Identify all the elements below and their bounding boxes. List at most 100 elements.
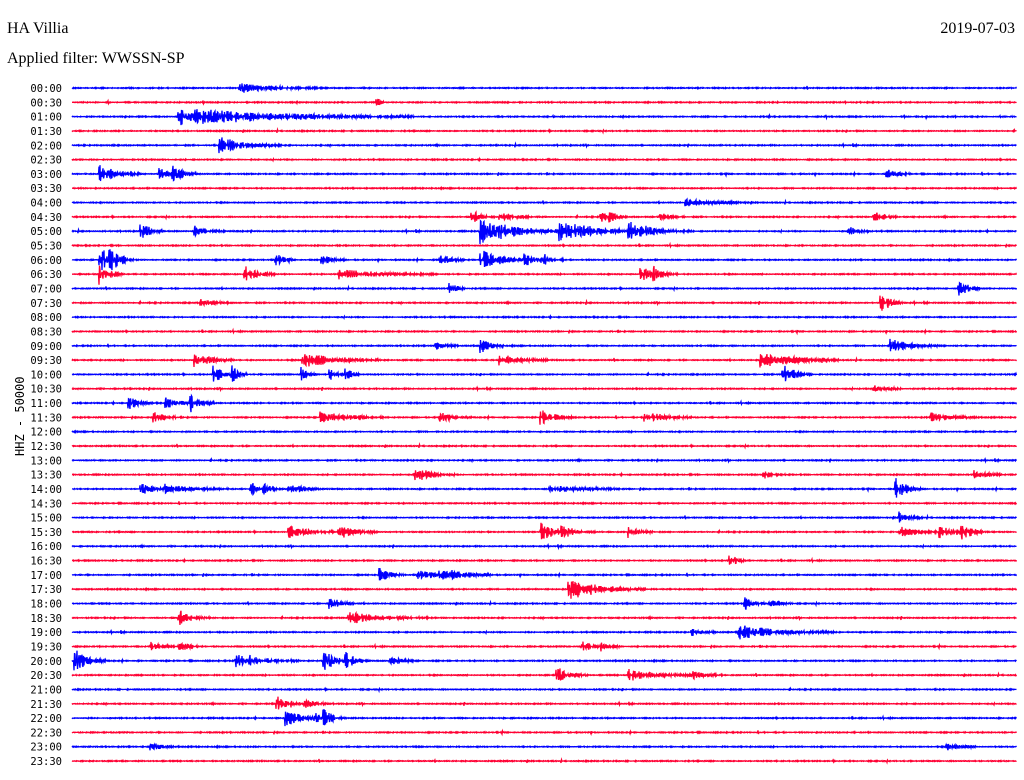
trace-row-0700 <box>71 281 1018 296</box>
trace-row-1130 <box>71 410 1017 425</box>
time-label: 05:00 <box>30 226 62 238</box>
trace-row-0300 <box>71 165 1017 182</box>
time-label: 03:00 <box>30 169 62 181</box>
trace-row-1800 <box>71 597 1018 610</box>
time-label: 09:30 <box>30 355 62 367</box>
trace-row-0900 <box>71 338 1017 354</box>
trace-row-0600 <box>71 249 1018 271</box>
trace-row-0000 <box>71 83 1018 93</box>
time-label: 15:00 <box>30 513 62 525</box>
time-label: 23:30 <box>30 756 62 768</box>
trace-row-1300 <box>71 456 1018 464</box>
time-label: 18:00 <box>30 599 62 611</box>
time-label: 07:00 <box>30 283 62 295</box>
filter-label-text: Applied filter: <box>7 50 99 67</box>
station-title: HA Villia <box>7 20 69 37</box>
trace-row-2230 <box>71 728 1018 737</box>
time-label: 09:00 <box>30 341 62 353</box>
trace-row-0230 <box>71 156 1018 163</box>
time-label: 21:30 <box>30 699 62 711</box>
time-label: 13:30 <box>30 470 62 482</box>
trace-row-0030 <box>72 98 1017 106</box>
time-label: 04:30 <box>30 212 62 224</box>
time-label: 15:30 <box>30 527 62 539</box>
trace-row-1900 <box>71 625 1017 640</box>
time-label: 12:00 <box>30 427 62 439</box>
trace-row-1700 <box>71 567 1018 581</box>
trace-row-1100 <box>71 393 1018 413</box>
time-label: 12:30 <box>30 441 62 453</box>
time-label: 14:00 <box>30 484 62 496</box>
trace-row-0500 <box>71 219 1017 245</box>
time-label: 13:00 <box>30 455 62 467</box>
trace-row-2030 <box>71 668 1018 681</box>
time-label: 17:00 <box>30 570 62 582</box>
date-label: 2019-07-03 <box>940 20 1015 37</box>
time-label: 16:30 <box>30 556 62 568</box>
trace-row-2330 <box>71 757 1017 765</box>
trace-row-1430 <box>71 501 1018 506</box>
trace-row-0800 <box>71 313 1018 321</box>
trace-row-0400 <box>71 197 1017 207</box>
trace-row-1730 <box>71 581 1018 599</box>
time-label: 08:30 <box>30 326 62 338</box>
time-label: 21:00 <box>30 684 62 696</box>
trace-row-1000 <box>71 365 1018 382</box>
time-label: 18:30 <box>30 613 62 625</box>
time-label: 22:30 <box>30 727 62 739</box>
trace-row-1200 <box>71 429 1018 435</box>
trace-row-2300 <box>71 742 1017 751</box>
time-label: 05:30 <box>30 241 62 253</box>
trace-row-1530 <box>71 522 1017 540</box>
trace-row-1600 <box>71 542 1017 551</box>
filter-value: WWSSN-SP <box>101 50 185 67</box>
time-label: 11:30 <box>30 412 62 424</box>
trace-row-0530 <box>71 241 1018 249</box>
time-label: 06:30 <box>30 269 62 281</box>
trace-row-2130 <box>71 696 1017 710</box>
trace-row-0430 <box>71 210 1017 223</box>
time-label: 02:00 <box>30 140 62 152</box>
trace-row-1330 <box>71 470 1018 481</box>
trace-row-0330 <box>72 185 1018 191</box>
time-label: 07:30 <box>30 298 62 310</box>
time-label: 06:00 <box>30 255 62 267</box>
trace-row-1030 <box>71 384 1018 393</box>
time-label: 04:00 <box>30 198 62 210</box>
time-label: 23:00 <box>30 742 62 754</box>
trace-row-1400 <box>71 478 1017 498</box>
trace-row-1830 <box>71 610 1017 625</box>
filter-label: Applied filter: WWSSN-SP <box>7 50 185 68</box>
time-label: 20:00 <box>30 656 62 668</box>
time-label: 03:30 <box>30 183 62 195</box>
time-label: 08:00 <box>30 312 62 324</box>
time-label: 22:00 <box>30 713 62 725</box>
time-label: 20:30 <box>30 670 62 682</box>
time-label: 01:00 <box>30 112 62 124</box>
time-label: 17:30 <box>30 584 62 596</box>
time-label: 19:30 <box>30 641 62 653</box>
trace-row-0200 <box>71 137 1017 154</box>
trace-row-1930 <box>71 641 1017 652</box>
time-label: 14:30 <box>30 498 62 510</box>
time-label: 01:30 <box>30 126 62 138</box>
trace-row-2000 <box>71 650 1017 671</box>
time-label: 02:30 <box>30 155 62 167</box>
trace-row-1230 <box>71 441 1018 450</box>
time-label: 16:00 <box>30 541 62 553</box>
trace-row-2200 <box>71 709 1018 727</box>
trace-row-0830 <box>71 327 1018 336</box>
time-label: 11:00 <box>30 398 62 410</box>
time-label: 00:30 <box>30 97 62 109</box>
trace-row-0630 <box>72 265 1018 285</box>
trace-row-1500 <box>71 511 1018 523</box>
time-label: 19:00 <box>30 627 62 639</box>
trace-row-1630 <box>71 555 1018 565</box>
time-label: 10:00 <box>30 369 62 381</box>
trace-row-0130 <box>71 126 1017 135</box>
time-label: 10:30 <box>30 384 62 396</box>
trace-row-0100 <box>71 108 1017 126</box>
time-label: 00:00 <box>30 83 62 95</box>
trace-row-0730 <box>71 295 1017 311</box>
